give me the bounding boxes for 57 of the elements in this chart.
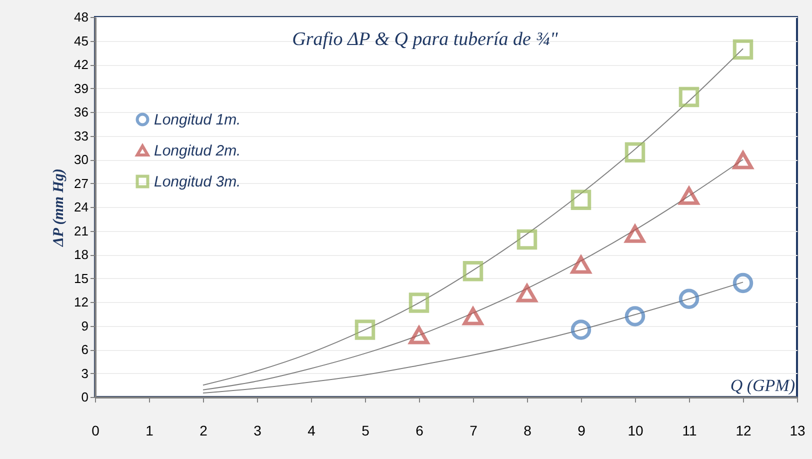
line-series	[202, 282, 744, 394]
point	[408, 326, 430, 344]
point	[570, 320, 592, 340]
y-tick-label: 36	[74, 104, 88, 120]
x-tick-label: 2	[200, 422, 208, 438]
x-tick-label: 13	[790, 422, 806, 438]
y-tick-label: 42	[74, 57, 88, 72]
x-axis-title: Q (GPM)	[730, 376, 796, 395]
point	[408, 292, 430, 313]
point	[732, 39, 754, 60]
point	[570, 256, 592, 274]
y-tick-label: 0	[81, 390, 88, 404]
y-tick-label: 48	[74, 10, 88, 24]
x-tick-label: 10	[628, 422, 644, 438]
y-tick-label: 24	[74, 200, 88, 214]
point	[516, 229, 538, 250]
point	[678, 288, 700, 309]
x-tick-label: 6	[416, 422, 424, 438]
point	[624, 142, 646, 162]
y-tick-label: 6	[81, 342, 88, 357]
y-tick-label: 33	[74, 128, 88, 144]
point	[732, 151, 754, 170]
x-tick-label: 7	[470, 422, 478, 438]
y-tick-label: 39	[74, 80, 88, 96]
y-tick-label: 18	[74, 247, 88, 262]
point	[516, 284, 538, 302]
x-tick-label: 9	[578, 422, 586, 438]
x-tick-label: 4	[308, 422, 316, 438]
x-tick-label: 0	[92, 422, 100, 438]
y-tick-label: 27	[74, 176, 88, 191]
point	[678, 86, 700, 108]
point	[570, 190, 592, 210]
y-tick-label: 12	[74, 294, 88, 310]
legend-label: Longitud 2m.	[154, 142, 241, 160]
x-tick-label: 5	[362, 422, 370, 438]
y-tick-label: 30	[74, 152, 88, 167]
x-tick-label: 8	[524, 422, 532, 438]
point	[462, 261, 484, 282]
y-tick-label: 21	[74, 223, 88, 238]
point	[624, 224, 646, 243]
point	[678, 186, 700, 205]
x-tick-label: 12	[736, 422, 752, 438]
y-axis-title: ΔP (mm Hg)	[51, 168, 68, 248]
x-tick-label: 3	[254, 422, 262, 438]
y-tick-label: 45	[74, 33, 88, 48]
point	[354, 320, 376, 340]
text: Grafio ΔP & Q para tubería de ¾"	[292, 29, 559, 50]
point	[462, 307, 484, 326]
y-tick-label: 3	[81, 366, 88, 381]
legend-label: Longitud 3m.	[154, 174, 241, 190]
y-tick-label: 15	[74, 270, 88, 286]
point	[624, 306, 646, 326]
legend-label: Longitud 1m.	[154, 112, 241, 128]
point	[732, 272, 754, 294]
x-tick-label: 11	[682, 422, 697, 438]
x-tick-label: 1	[146, 422, 154, 438]
y-tick-label: 9	[81, 318, 88, 334]
